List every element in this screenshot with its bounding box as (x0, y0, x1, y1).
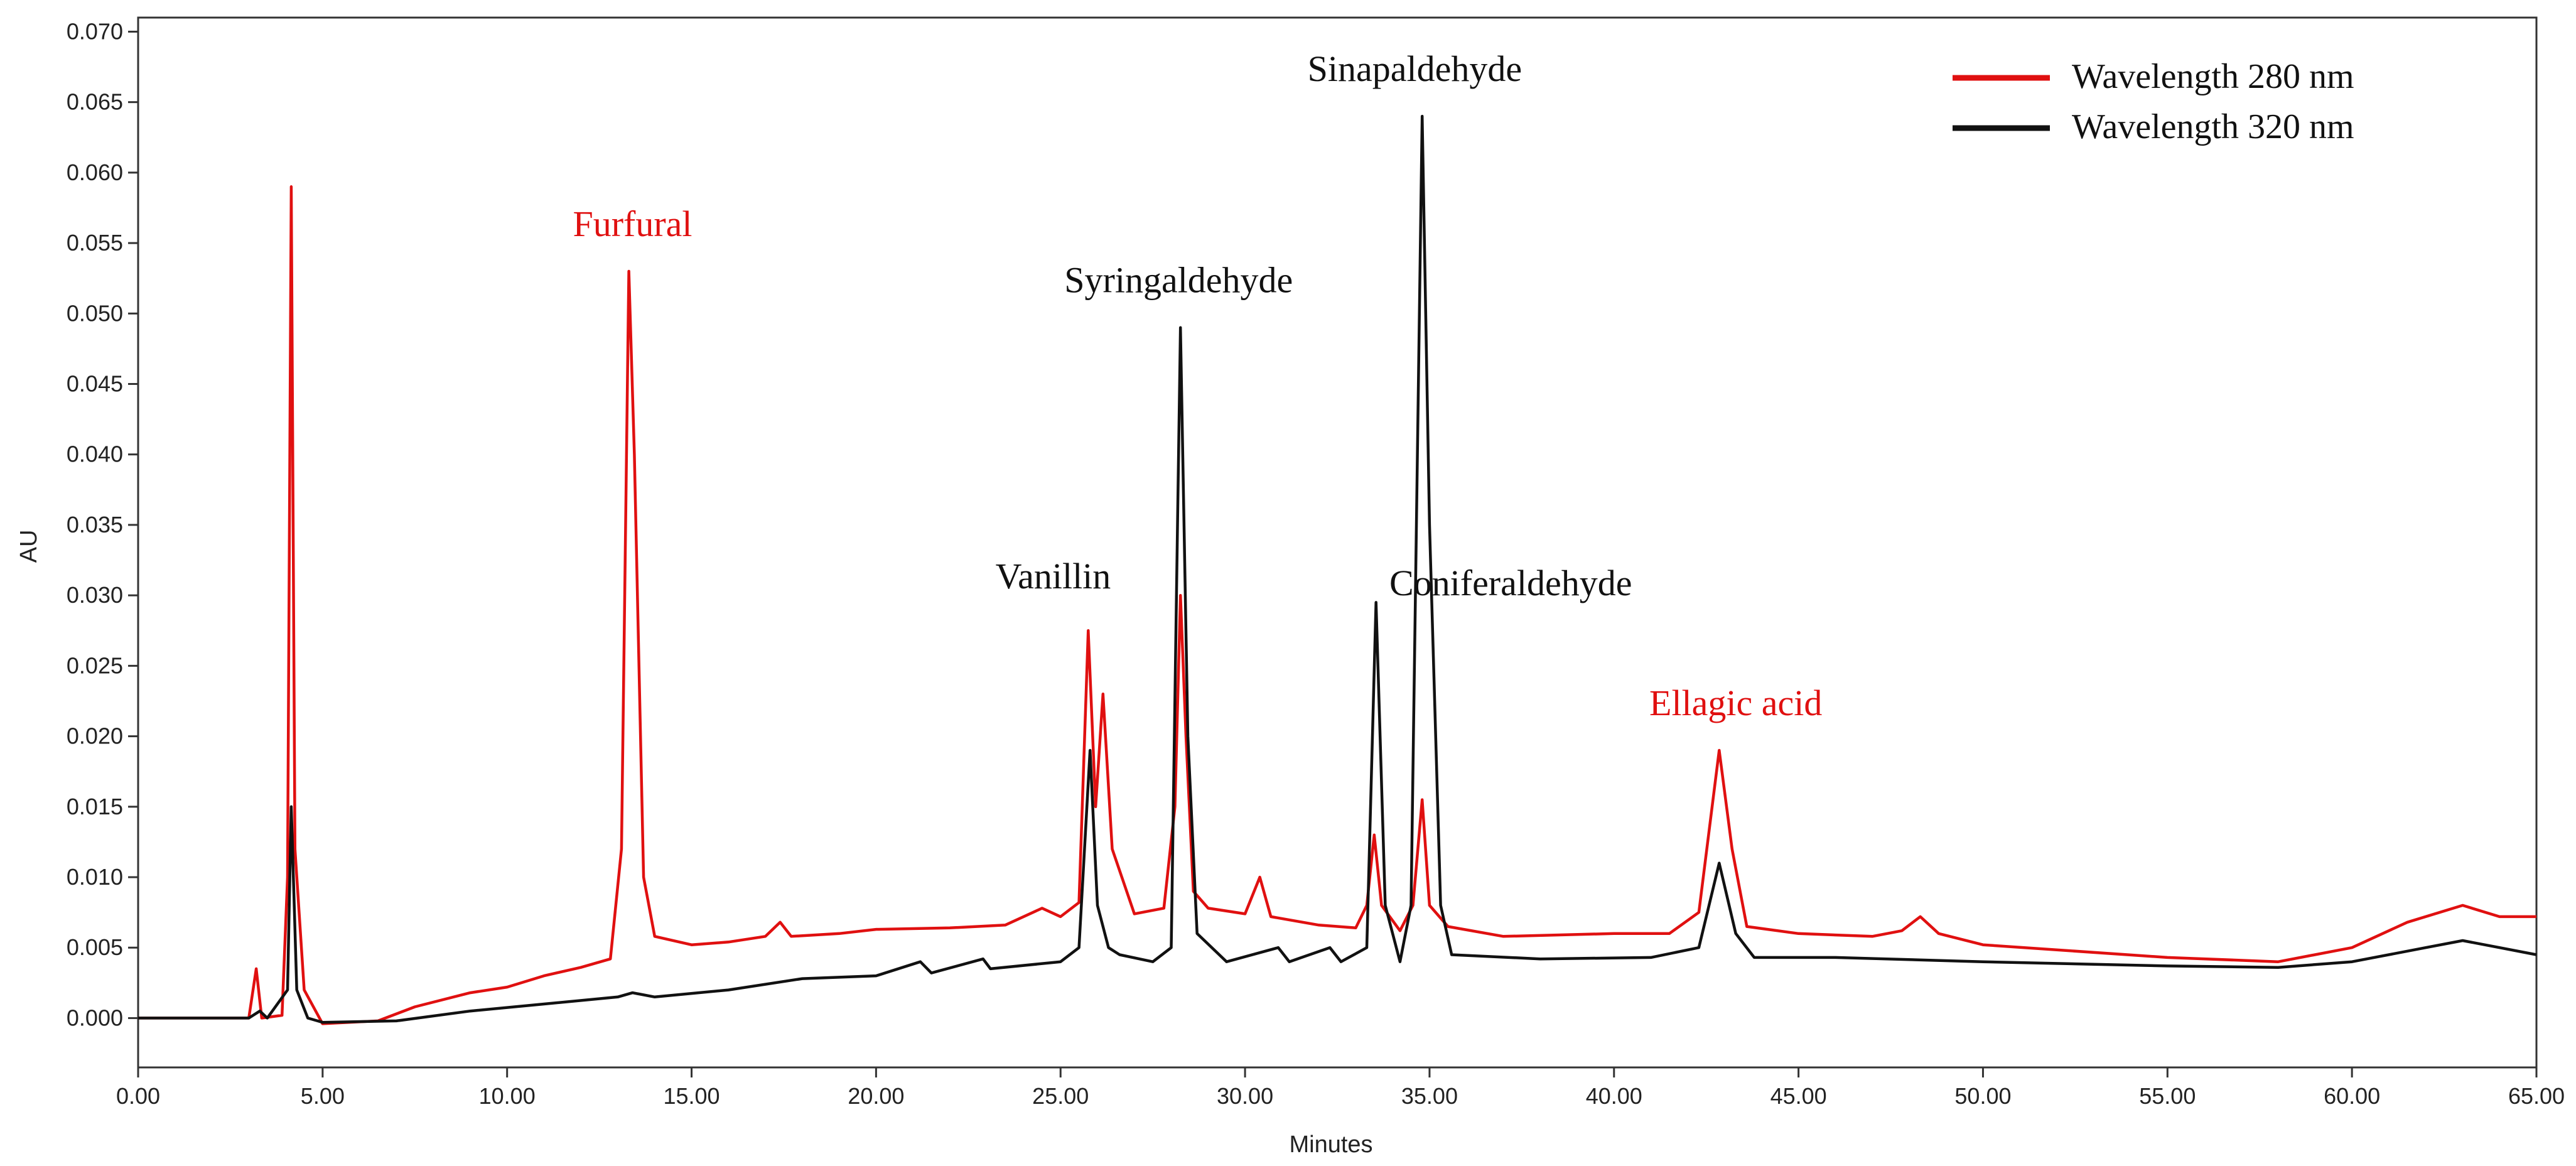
x-axis-label: Minutes (1289, 1131, 1372, 1158)
x-tick-label: 45.00 (1770, 1083, 1827, 1109)
x-tick-label: 30.00 (1217, 1083, 1273, 1109)
peak-label: Sinapaldehyde (1308, 48, 1522, 89)
x-tick-label: 10.00 (479, 1083, 536, 1109)
legend: Wavelength 280 nm Wavelength 320 nm (1953, 57, 2354, 146)
peak-label: Furfural (573, 203, 692, 244)
y-tick-label: 0.055 (67, 230, 123, 256)
x-tick-label: 5.00 (301, 1083, 345, 1109)
y-tick-label: 0.010 (67, 864, 123, 890)
x-tick-label: 35.00 (1401, 1083, 1458, 1109)
y-axis-ticks: 0.000 0.005 0.010 0.015 0.020 0.025 0.030 0.035… (67, 18, 138, 1030)
y-tick-label: 0.030 (67, 582, 123, 608)
y-tick-label: 0.060 (67, 159, 123, 185)
peak-label: Vanillin (996, 556, 1111, 596)
plot-frame (137, 16, 2538, 1069)
plot-area-border (137, 16, 2538, 1069)
peak-label: Syringaldehyde (1064, 260, 1293, 301)
series-layer (138, 114, 2537, 1025)
series-line-280nm (138, 185, 2536, 1025)
peak-label: Ellagic acid (1649, 683, 1822, 723)
x-tick-label: 65.00 (2508, 1083, 2565, 1109)
x-tick-label: 20.00 (848, 1083, 904, 1109)
legend-label: Wavelength 320 nm (2072, 107, 2354, 146)
x-tick-label: 15.00 (663, 1083, 719, 1109)
x-tick-label: 60.00 (2324, 1083, 2380, 1109)
y-tick-label: 0.020 (67, 723, 123, 749)
legend-label: Wavelength 280 nm (2072, 57, 2354, 96)
y-tick-label: 0.065 (67, 89, 123, 115)
y-tick-label: 0.070 (67, 18, 123, 44)
y-tick-label: 0.015 (67, 794, 123, 819)
x-tick-label: 50.00 (1954, 1083, 2011, 1109)
x-tick-label: 55.00 (2139, 1083, 2196, 1109)
y-tick-label: 0.050 (67, 300, 123, 326)
y-tick-label: 0.045 (67, 371, 123, 397)
x-tick-label: 0.00 (116, 1083, 160, 1109)
y-tick-label: 0.035 (67, 512, 123, 537)
y-tick-label: 0.025 (67, 652, 123, 678)
y-tick-label: 0.040 (67, 441, 123, 467)
x-tick-label: 25.00 (1032, 1083, 1089, 1109)
y-axis-label: AU (16, 530, 42, 563)
y-tick-label: 0.005 (67, 934, 123, 960)
peak-label: Coniferaldehyde (1389, 563, 1632, 603)
x-tick-label: 40.00 (1586, 1083, 1642, 1109)
y-tick-label: 0.000 (67, 1005, 123, 1030)
peak-annotations: Furfural Sinapaldehyde Syringaldehyde Vanil… (573, 48, 1822, 723)
series-line-320nm (138, 114, 2537, 1024)
x-axis-ticks: 0.00 5.00 10.00 15.00 20.00 25.00 30.00 35.00 40… (116, 1067, 2565, 1109)
